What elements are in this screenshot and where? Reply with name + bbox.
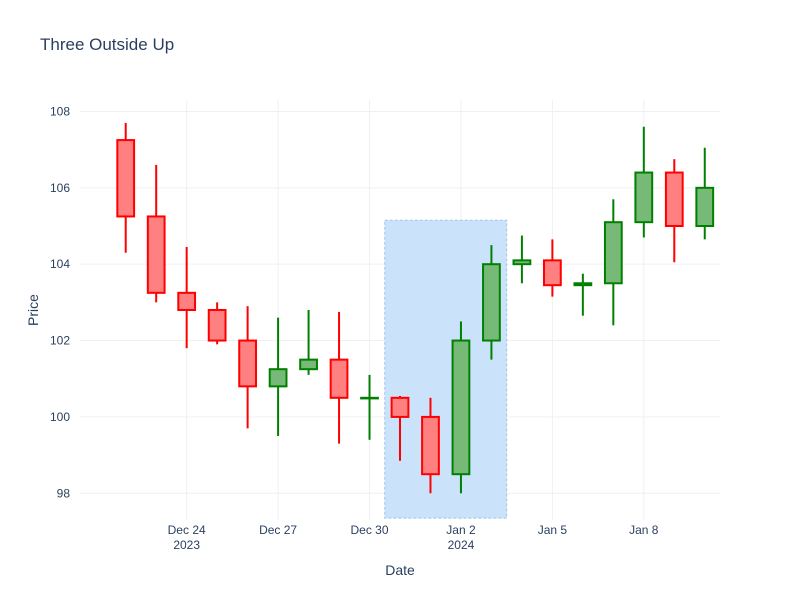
- candle-increasing: [573, 273, 593, 316]
- candle-body: [268, 368, 288, 388]
- x-tick-year-label: 2023: [173, 538, 200, 552]
- candle-decreasing: [177, 247, 197, 349]
- x-axis-title: Date: [385, 562, 415, 578]
- candle-body: [146, 215, 166, 294]
- x-tick-year-label: 2024: [448, 538, 475, 552]
- candle-increasing: [451, 321, 471, 494]
- x-tick-label: Jan 5: [538, 523, 568, 537]
- x-tick-label: Jan 8: [629, 523, 659, 537]
- candle-body: [451, 339, 471, 476]
- candle-body: [543, 259, 562, 287]
- candle-increasing: [268, 317, 288, 436]
- y-tick-label: 102: [50, 334, 70, 348]
- candle-body: [390, 396, 410, 418]
- candle-decreasing: [664, 159, 684, 263]
- y-tick-label: 108: [50, 104, 70, 118]
- candle-increasing: [482, 245, 501, 360]
- candles: [116, 122, 715, 494]
- candle-decreasing: [329, 311, 349, 444]
- candle-increasing: [634, 126, 654, 238]
- y-tick-label: 104: [50, 257, 70, 271]
- candle-body: [634, 171, 654, 224]
- y-tick-label: 98: [57, 486, 71, 500]
- candle-body: [207, 309, 227, 342]
- candle-body: [603, 221, 623, 285]
- candle-decreasing: [421, 397, 440, 494]
- candle-body: [482, 263, 501, 342]
- candle-body: [299, 358, 318, 371]
- x-tick-label: Dec 27: [259, 523, 297, 537]
- candle-increasing: [603, 199, 623, 326]
- candle-body: [238, 339, 258, 388]
- candle-body: [177, 291, 197, 311]
- y-axis-ticks: 98 100 102 104 106 108: [50, 104, 70, 500]
- x-tick-label: Dec 24: [168, 523, 206, 537]
- candle-body: [421, 415, 440, 476]
- y-axis-title: Price: [25, 294, 41, 326]
- candle-body: [329, 358, 349, 399]
- candle-increasing: [695, 147, 715, 240]
- candle-decreasing: [390, 395, 410, 461]
- y-tick-label: 106: [50, 181, 70, 195]
- candle-body: [512, 259, 532, 266]
- candle-increasing: [512, 235, 532, 284]
- candle-decreasing: [238, 306, 258, 429]
- candle-body: [664, 171, 684, 227]
- candle-body: [573, 282, 593, 287]
- x-tick-label: Jan 2: [446, 523, 476, 537]
- candle-decreasing: [116, 122, 136, 253]
- candle-decreasing: [543, 239, 562, 297]
- candle-body: [360, 396, 379, 400]
- x-tick-label: Dec 30: [351, 523, 389, 537]
- y-tick-label: 100: [50, 410, 70, 424]
- candle-body: [116, 139, 136, 218]
- candle-decreasing: [207, 302, 227, 345]
- chart-title: Three Outside Up: [40, 35, 174, 54]
- candle-body: [695, 186, 715, 227]
- candle-increasing: [360, 374, 379, 440]
- candle-increasing: [299, 310, 318, 375]
- candle-decreasing: [146, 164, 166, 303]
